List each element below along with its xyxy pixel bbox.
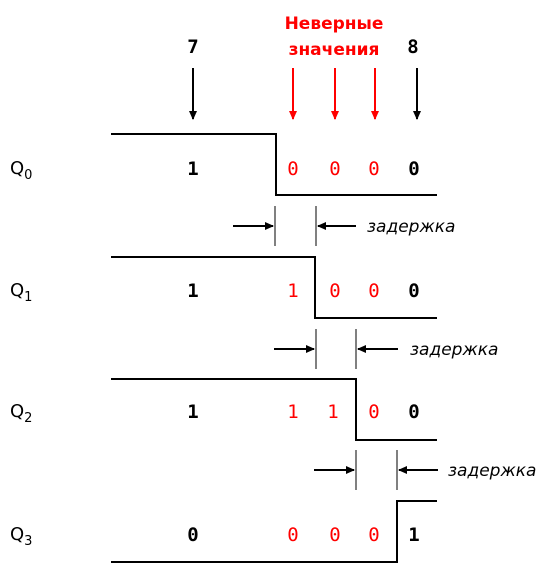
bit-value-invalid: 0	[368, 401, 379, 423]
invalid-values-title-line1: Неверные	[285, 14, 384, 34]
signal-label: Q0	[10, 158, 32, 183]
signal-subscript: 1	[24, 290, 32, 305]
delay-marker-2: задержка	[274, 329, 498, 369]
delay-marker-1: задержка	[233, 206, 455, 246]
signal-waveform	[111, 256, 437, 319]
bit-value: 1	[408, 524, 419, 546]
bit-value: 0	[187, 524, 198, 546]
bit-value: 1	[187, 401, 198, 423]
signal-subscript: 0	[24, 168, 32, 183]
signal-subscript: 2	[24, 411, 32, 426]
bit-value: 1	[187, 280, 198, 302]
signal-waveform	[111, 133, 437, 196]
signal-row-q0: Q0 1 0 0 0 0	[10, 133, 437, 196]
bit-value: 0	[408, 158, 419, 180]
signal-row-q3: Q3 0 0 0 0 1	[10, 500, 437, 563]
bit-value-invalid: 0	[329, 280, 340, 302]
bit-value-invalid: 1	[287, 401, 298, 423]
bit-value-invalid: 0	[329, 524, 340, 546]
signal-label: Q3	[10, 524, 32, 549]
signal-label: Q1	[10, 280, 32, 305]
bit-value-invalid: 0	[287, 524, 298, 546]
bit-value-invalid: 0	[368, 280, 379, 302]
bit-value: 0	[408, 401, 419, 423]
delay-marker-3: задержка	[314, 450, 536, 490]
signal-row-q1: Q1 1 1 0 0 0	[10, 256, 437, 319]
signal-waveform	[111, 500, 437, 563]
bit-value-invalid: 0	[368, 158, 379, 180]
bit-value-invalid: 1	[327, 401, 338, 423]
invalid-values-title-line2: значения	[289, 40, 380, 60]
delay-label: задержка	[410, 340, 498, 360]
signal-subscript: 3	[24, 534, 32, 549]
bit-value-invalid: 0	[329, 158, 340, 180]
bit-value-invalid: 1	[287, 280, 298, 302]
delay-label: задержка	[448, 461, 536, 481]
bit-value-invalid: 0	[287, 158, 298, 180]
bit-value: 0	[408, 280, 419, 302]
delay-label: задержка	[367, 217, 455, 237]
bit-value-invalid: 0	[368, 524, 379, 546]
signal-label: Q2	[10, 401, 32, 426]
count-8-label: 8	[407, 36, 418, 58]
count-7-label: 7	[187, 36, 198, 58]
signal-row-q2: Q2 1 1 1 0 0	[10, 378, 437, 441]
bit-value: 1	[187, 158, 198, 180]
signal-waveform	[111, 378, 437, 441]
